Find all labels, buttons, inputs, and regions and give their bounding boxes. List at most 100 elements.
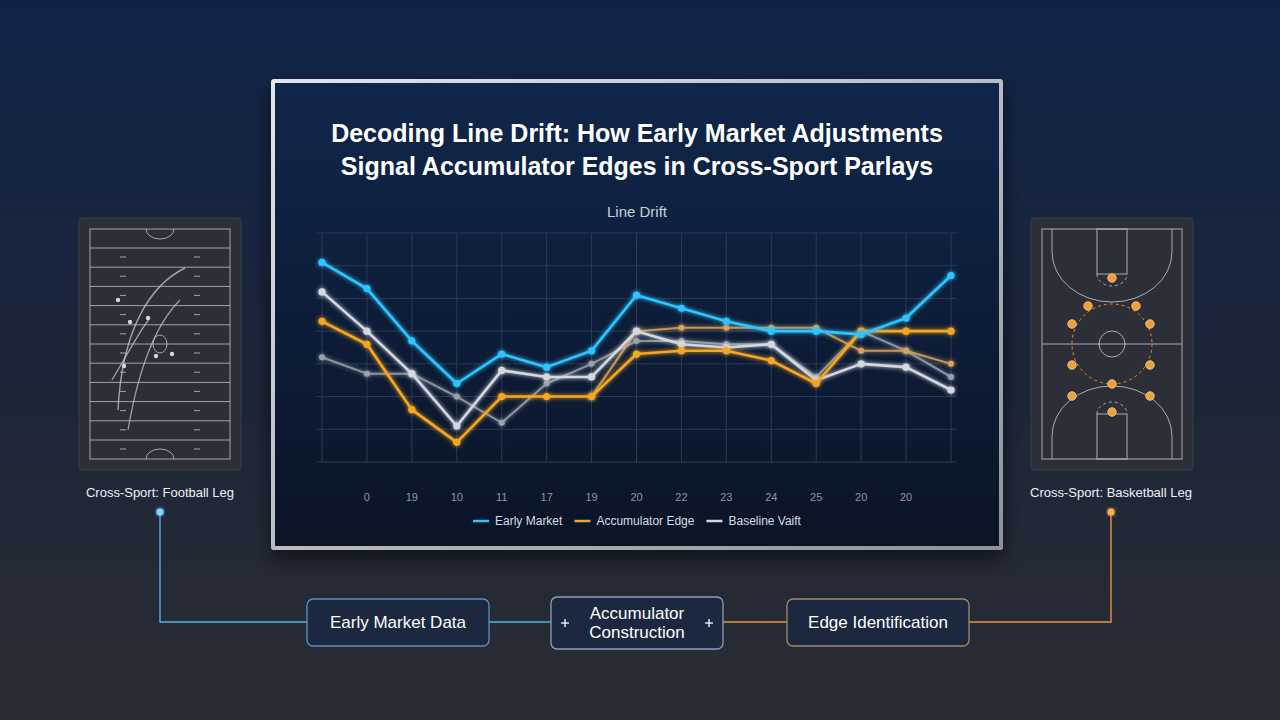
orange-ring [1072, 304, 1152, 384]
series-point [498, 393, 505, 400]
three-arc [1052, 229, 1172, 302]
series-point [813, 380, 820, 387]
x-grid-line [322, 233, 323, 462]
hash [120, 410, 126, 411]
play-route [128, 300, 180, 430]
flow-label-line: Early Market Data [330, 613, 467, 632]
series [318, 318, 954, 446]
x-tick-label: 0 [364, 491, 370, 503]
hash [120, 295, 126, 296]
yard-line [90, 324, 230, 325]
series-point [723, 318, 730, 325]
series-point [364, 371, 370, 377]
series-point [499, 420, 505, 426]
series-point [408, 337, 415, 344]
hash [194, 314, 200, 315]
legend-swatch [706, 520, 722, 523]
flow-box [551, 597, 723, 649]
series-line [322, 262, 951, 383]
series-point [633, 292, 640, 299]
series-point [858, 348, 864, 354]
x-tick-label: 11 [496, 491, 507, 503]
series-point [363, 328, 370, 335]
flow-label-line: Accumulator [590, 604, 685, 623]
series-point [318, 259, 325, 266]
series-point [408, 406, 415, 413]
series-point [858, 360, 865, 367]
flow-label-line: Construction [589, 623, 684, 642]
legend: Early MarketAccumulator EdgeBaseline Vai… [473, 514, 802, 528]
series-line [592, 328, 951, 397]
series-point [948, 374, 954, 380]
series-point [903, 348, 909, 354]
series-point [634, 328, 640, 334]
stage: Decoding Line Drift: How Early Market Ad… [0, 0, 1280, 720]
series-point [813, 328, 820, 335]
plus-icon [708, 619, 709, 627]
series-point [947, 328, 954, 335]
x-tick-label: 22 [675, 491, 687, 503]
player-dot [1084, 302, 1092, 310]
series-point [543, 393, 550, 400]
x-grid-line [411, 233, 412, 462]
panel-card [1031, 218, 1193, 470]
player-dot [1146, 361, 1154, 369]
yard-line [90, 344, 230, 345]
series-point [634, 338, 640, 344]
monitor-bezel [271, 79, 1003, 550]
key [1097, 414, 1127, 459]
series-line [322, 292, 951, 426]
series [589, 325, 954, 400]
series-point [588, 347, 595, 354]
headline: Decoding Line Drift: How Early Market Ad… [331, 119, 943, 180]
hash [120, 449, 126, 450]
x-grid-line [951, 233, 952, 462]
series-point [678, 305, 685, 312]
hash [120, 333, 126, 334]
series-point [947, 272, 954, 279]
field-outline [90, 229, 230, 459]
series-point [453, 422, 460, 429]
player-dot [1146, 320, 1154, 328]
flow-box [307, 599, 489, 646]
player-dot [128, 320, 132, 324]
player-dot [1068, 320, 1076, 328]
series-point [902, 328, 909, 335]
background [0, 0, 1280, 720]
hash [120, 353, 126, 354]
plot-area [318, 259, 954, 446]
player-dot [1068, 392, 1076, 400]
x-grid-line [636, 233, 637, 462]
yard-line [90, 382, 230, 383]
hash [120, 276, 126, 277]
series-point [408, 370, 415, 377]
player-dot [170, 352, 174, 356]
hash [120, 429, 126, 430]
series-point [498, 367, 505, 374]
grid [316, 233, 957, 462]
x-tick-label: 20 [855, 491, 867, 503]
x-tick-label: 24 [765, 491, 777, 503]
hash [194, 410, 200, 411]
player-dot [1132, 302, 1140, 310]
plus-icon [564, 619, 565, 627]
hash [194, 353, 200, 354]
series-point [768, 341, 775, 348]
yard-line [90, 363, 230, 364]
hash [120, 257, 126, 258]
x-grid-line [546, 233, 547, 462]
connector [160, 512, 307, 622]
series-point [678, 347, 685, 354]
flow-label: Early Market Data [330, 613, 467, 632]
center-circle [1099, 331, 1125, 357]
hash [194, 276, 200, 277]
connector [489, 621, 551, 622]
yard-line [90, 305, 230, 306]
play-route [112, 318, 150, 380]
series-point [544, 380, 550, 386]
series-point [543, 373, 550, 380]
hash [194, 391, 200, 392]
flow-box [787, 599, 969, 646]
panel-label: Cross-Sport: Football Leg [86, 485, 234, 500]
series-point [633, 328, 640, 335]
